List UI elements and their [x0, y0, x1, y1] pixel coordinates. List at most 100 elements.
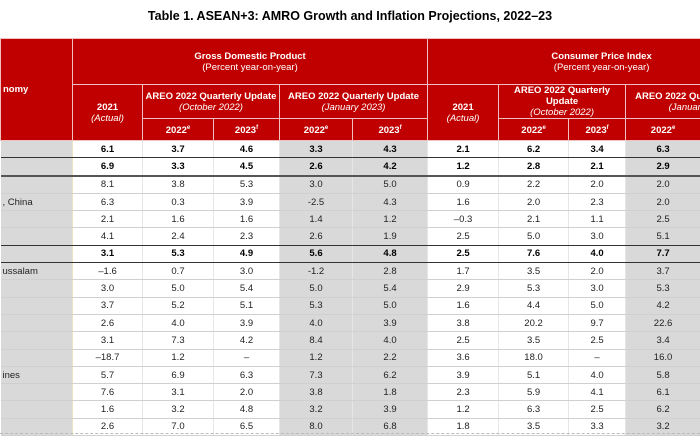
table-bottom-border [0, 433, 700, 434]
value-cell: 2.5 [427, 331, 500, 350]
value-cell: 8.4 [279, 331, 353, 350]
value-cell: 2.0 [568, 175, 627, 194]
value-cell: 6.2 [625, 400, 700, 419]
value-cell: 3.8 [427, 314, 500, 333]
value-cell: 6.2 [352, 366, 429, 385]
value-cell: 2.2 [498, 175, 570, 194]
value-cell: 3.7 [72, 297, 143, 315]
economy-cell [0, 314, 73, 333]
value-cell: 4.0 [279, 314, 353, 333]
economy-cell [0, 400, 73, 419]
value-cell: 3.0 [213, 262, 280, 281]
value-cell: 6.3 [625, 140, 700, 159]
value-cell: 2.5 [427, 245, 500, 264]
value-cell: 3.8 [142, 175, 214, 194]
value-cell: 4.8 [213, 400, 280, 419]
value-cell: 5.0 [498, 227, 570, 246]
economy-cell [0, 227, 73, 246]
value-cell: 1.1 [568, 210, 627, 229]
value-cell: 1.2 [352, 210, 429, 229]
value-cell: 2.0 [213, 383, 280, 402]
value-cell: 2.5 [427, 227, 500, 246]
value-cell: 4.4 [498, 297, 570, 315]
value-cell: 2.9 [625, 157, 700, 177]
value-cell: 6.1 [625, 383, 700, 402]
value-cell: 3.2 [625, 418, 700, 437]
value-cell: 20.2 [498, 314, 570, 333]
value-cell: 3.9 [352, 314, 429, 333]
value-cell: 7.3 [142, 331, 214, 350]
value-cell: 2.1 [72, 210, 143, 229]
value-cell: 1.6 [427, 193, 500, 212]
economy-cell [0, 140, 73, 159]
value-cell: 2.8 [352, 262, 429, 281]
value-cell: 3.8 [279, 383, 353, 402]
value-cell: 1.2 [427, 400, 500, 419]
value-cell: 2.1 [498, 210, 570, 229]
economy-cell: ines [0, 366, 73, 385]
economy-cell [0, 331, 73, 350]
value-cell: 3.5 [498, 418, 570, 437]
value-cell: 2.6 [72, 418, 143, 437]
table-row: 3.7 5.2 5.1 5.3 5.0 1.6 4.4 5.0 4.2 [0, 297, 700, 315]
value-cell: 1.2 [279, 349, 353, 367]
value-cell: 5.3 [625, 279, 700, 298]
value-cell: 4.1 [72, 227, 143, 246]
cpi-actual-header: 2021 (Actual) [427, 84, 500, 141]
value-cell: 5.9 [498, 383, 570, 402]
value-cell: 2.0 [498, 193, 570, 212]
gdp-jan-header: AREO 2022 Quarterly Update (January 2023) [278, 84, 429, 119]
value-cell: 16.0 [625, 349, 700, 367]
year-header: 2022e [625, 118, 700, 141]
value-cell: 3.7 [625, 262, 700, 281]
value-cell: 3.9 [213, 193, 280, 212]
value-cell: 4.1 [568, 383, 627, 402]
economy-cell [0, 245, 73, 264]
value-cell: 5.0 [568, 297, 627, 315]
economy-cell: ussalam [0, 262, 73, 281]
economy-cell [0, 279, 73, 298]
value-cell: 2.1 [568, 157, 627, 177]
value-cell: 5.1 [498, 366, 570, 385]
value-cell: 8.1 [72, 175, 143, 194]
value-cell: 6.2 [498, 140, 570, 159]
economy-cell [0, 157, 73, 177]
value-cell: 5.4 [352, 279, 429, 298]
value-cell: 3.1 [72, 245, 143, 264]
value-cell: 1.2 [427, 157, 500, 177]
value-cell: 2.2 [352, 349, 429, 367]
value-cell: 3.6 [427, 349, 500, 367]
value-cell: 5.3 [213, 175, 280, 194]
cpi-jan-header: AREO 2022 Quarterly Update(January 2023) [625, 84, 700, 119]
economy-cell [0, 418, 73, 437]
value-cell: 3.9 [213, 314, 280, 333]
year-header: 2022e [142, 118, 214, 141]
value-cell: 4.3 [352, 193, 429, 212]
value-cell: 3.9 [352, 400, 429, 419]
value-cell: 8.0 [279, 418, 353, 437]
value-cell: 2.1 [427, 140, 500, 159]
value-cell: 5.0 [279, 279, 353, 298]
value-cell: 3.0 [568, 227, 627, 246]
value-cell: 1.8 [427, 418, 500, 437]
year-header: 2022e [279, 118, 353, 141]
table-row: 2.6 4.0 3.9 4.0 3.9 3.8 20.2 9.7 22.6 [0, 314, 700, 333]
economy-cell [0, 349, 73, 367]
value-cell: 4.0 [352, 331, 429, 350]
table-row: 2.1 1.6 1.6 1.4 1.2 –0.3 2.1 1.1 2.5 [0, 210, 700, 229]
value-cell: 7.3 [279, 366, 353, 385]
value-cell: 3.0 [568, 279, 627, 298]
value-cell: 22.6 [625, 314, 700, 333]
cpi-oct-header: AREO 2022 Quarterly Update (October 2022) [498, 84, 627, 119]
value-cell: 6.3 [72, 193, 143, 212]
table-row: 7.6 3.1 2.0 3.8 1.8 2.3 5.9 4.1 6.1 [0, 383, 700, 402]
value-cell: 2.4 [142, 227, 214, 246]
table-row: 2.6 7.0 6.5 8.0 6.8 1.8 3.5 3.3 3.2 [0, 418, 700, 437]
economy-cell: , China [0, 193, 73, 212]
value-cell: 2.5 [625, 210, 700, 229]
value-cell: 4.5 [213, 157, 280, 177]
value-cell: 3.5 [498, 262, 570, 281]
value-cell: 6.3 [498, 400, 570, 419]
table-row: , China 6.3 0.3 3.9 -2.5 4.3 1.6 2.0 2.3 2.0 [0, 193, 700, 212]
value-cell: –0.3 [427, 210, 500, 229]
